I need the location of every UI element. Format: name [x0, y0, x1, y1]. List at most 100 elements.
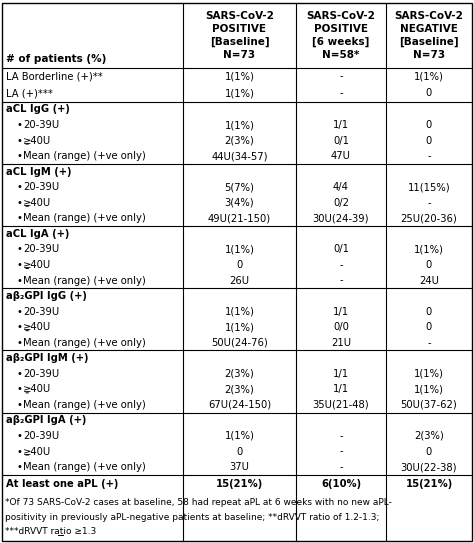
Text: 25U(20-36): 25U(20-36) [401, 213, 457, 223]
Text: •: • [16, 431, 22, 441]
Text: 1(1%): 1(1%) [225, 431, 255, 441]
Text: 0: 0 [426, 307, 432, 317]
Text: •: • [16, 462, 22, 472]
Text: 5(7%): 5(7%) [225, 182, 255, 192]
Text: 30U(22-38): 30U(22-38) [401, 462, 457, 472]
Text: 0: 0 [237, 260, 243, 270]
Text: 2(3%): 2(3%) [225, 384, 255, 394]
Text: 50U(37-62): 50U(37-62) [401, 400, 457, 410]
Text: •: • [16, 446, 22, 457]
Text: 20-39U: 20-39U [23, 244, 59, 255]
Text: -: - [339, 446, 343, 457]
Text: ≥40U: ≥40U [23, 260, 51, 270]
Text: 1/1: 1/1 [333, 120, 349, 130]
Text: Mean (range) (+ve only): Mean (range) (+ve only) [23, 400, 146, 410]
Text: 67U(24-150): 67U(24-150) [208, 400, 271, 410]
Text: -: - [339, 275, 343, 286]
Text: 4/4: 4/4 [333, 182, 349, 192]
Text: 15(21%): 15(21%) [405, 479, 453, 489]
Text: •: • [16, 369, 22, 379]
Text: 26U: 26U [229, 275, 250, 286]
Text: Mean (range) (+ve only): Mean (range) (+ve only) [23, 338, 146, 348]
Text: 1(1%): 1(1%) [225, 72, 255, 81]
Text: 2(3%): 2(3%) [414, 431, 444, 441]
Text: 0: 0 [426, 89, 432, 98]
Text: •: • [16, 120, 22, 130]
Text: 1/1: 1/1 [333, 384, 349, 394]
Text: aCL IgA (+): aCL IgA (+) [6, 229, 69, 239]
Text: 15(21%): 15(21%) [216, 479, 263, 489]
Text: 1/1: 1/1 [333, 369, 349, 379]
Text: 11(15%): 11(15%) [408, 182, 450, 192]
Text: SARS-CoV-2
POSITIVE
[6 weeks]
N=58*: SARS-CoV-2 POSITIVE [6 weeks] N=58* [307, 11, 375, 60]
Text: 1(1%): 1(1%) [414, 384, 444, 394]
Text: •: • [16, 213, 22, 223]
Text: ≥40U: ≥40U [23, 384, 51, 394]
Text: 20-39U: 20-39U [23, 182, 59, 192]
Text: •: • [16, 307, 22, 317]
Text: ≥40U: ≥40U [23, 446, 51, 457]
Text: -: - [339, 260, 343, 270]
Text: -: - [339, 431, 343, 441]
Text: •: • [16, 400, 22, 410]
Text: 2(3%): 2(3%) [225, 136, 255, 146]
Text: 20-39U: 20-39U [23, 431, 59, 441]
Text: 0: 0 [237, 446, 243, 457]
Text: 0: 0 [426, 322, 432, 332]
Text: 47U: 47U [331, 151, 351, 161]
Text: •: • [16, 182, 22, 192]
Text: 6(10%): 6(10%) [321, 479, 361, 489]
Text: ≥40U: ≥40U [23, 198, 51, 208]
Text: •: • [16, 260, 22, 270]
Text: -: - [427, 151, 431, 161]
Text: SARS-CoV-2
NEGATIVE
[Baseline]
N=73: SARS-CoV-2 NEGATIVE [Baseline] N=73 [394, 11, 464, 60]
Text: aβ₂GPI IgM (+): aβ₂GPI IgM (+) [6, 353, 89, 363]
Text: 0/1: 0/1 [333, 244, 349, 255]
Text: 1(1%): 1(1%) [414, 72, 444, 81]
Text: aCL IgG (+): aCL IgG (+) [6, 104, 70, 115]
Text: positivity in previously aPL-negative patients at baseline; **dRVVT ratio of 1.2: positivity in previously aPL-negative pa… [5, 513, 379, 521]
Text: 1(1%): 1(1%) [414, 244, 444, 255]
Text: •: • [16, 338, 22, 348]
Text: 0/0: 0/0 [333, 322, 349, 332]
Text: •: • [16, 384, 22, 394]
Text: •: • [16, 322, 22, 332]
Text: 20-39U: 20-39U [23, 369, 59, 379]
Text: # of patients (%): # of patients (%) [6, 54, 106, 64]
Text: 0/2: 0/2 [333, 198, 349, 208]
Text: 24U: 24U [419, 275, 439, 286]
Text: ≥40U: ≥40U [23, 322, 51, 332]
Text: ≥40U: ≥40U [23, 136, 51, 146]
Text: 37U: 37U [229, 462, 249, 472]
Text: 1(1%): 1(1%) [414, 369, 444, 379]
Text: 1(1%): 1(1%) [225, 322, 255, 332]
Text: 50U(24-76): 50U(24-76) [211, 338, 268, 348]
Text: •: • [16, 136, 22, 146]
Text: 1(1%): 1(1%) [225, 307, 255, 317]
Text: 0: 0 [426, 260, 432, 270]
Text: 1(1%): 1(1%) [225, 89, 255, 98]
Text: 0: 0 [426, 446, 432, 457]
Text: •: • [16, 275, 22, 286]
Text: -: - [427, 338, 431, 348]
Text: 35U(21-48): 35U(21-48) [313, 400, 369, 410]
Text: LA Borderline (+)**: LA Borderline (+)** [6, 72, 103, 81]
Text: 1(1%): 1(1%) [225, 244, 255, 255]
Text: 44U(34-57): 44U(34-57) [211, 151, 268, 161]
Text: Mean (range) (+ve only): Mean (range) (+ve only) [23, 462, 146, 472]
Text: 3(4%): 3(4%) [225, 198, 255, 208]
Text: 20-39U: 20-39U [23, 120, 59, 130]
Text: 30U(24-39): 30U(24-39) [313, 213, 369, 223]
Text: 1(1%): 1(1%) [225, 120, 255, 130]
Text: LA (+)***: LA (+)*** [6, 89, 53, 98]
Text: •: • [16, 151, 22, 161]
Text: •: • [16, 244, 22, 255]
Text: 0: 0 [426, 136, 432, 146]
Text: 21U: 21U [331, 338, 351, 348]
Text: Mean (range) (+ve only): Mean (range) (+ve only) [23, 213, 146, 223]
Text: aCL IgM (+): aCL IgM (+) [6, 167, 72, 176]
Text: *Of 73 SARS-CoV-2 cases at baseline, 58 had repeat aPL at 6 weeks with no new aP: *Of 73 SARS-CoV-2 cases at baseline, 58 … [5, 498, 392, 507]
Text: -: - [339, 89, 343, 98]
Text: 0/1: 0/1 [333, 136, 349, 146]
Text: Mean (range) (+ve only): Mean (range) (+ve only) [23, 275, 146, 286]
